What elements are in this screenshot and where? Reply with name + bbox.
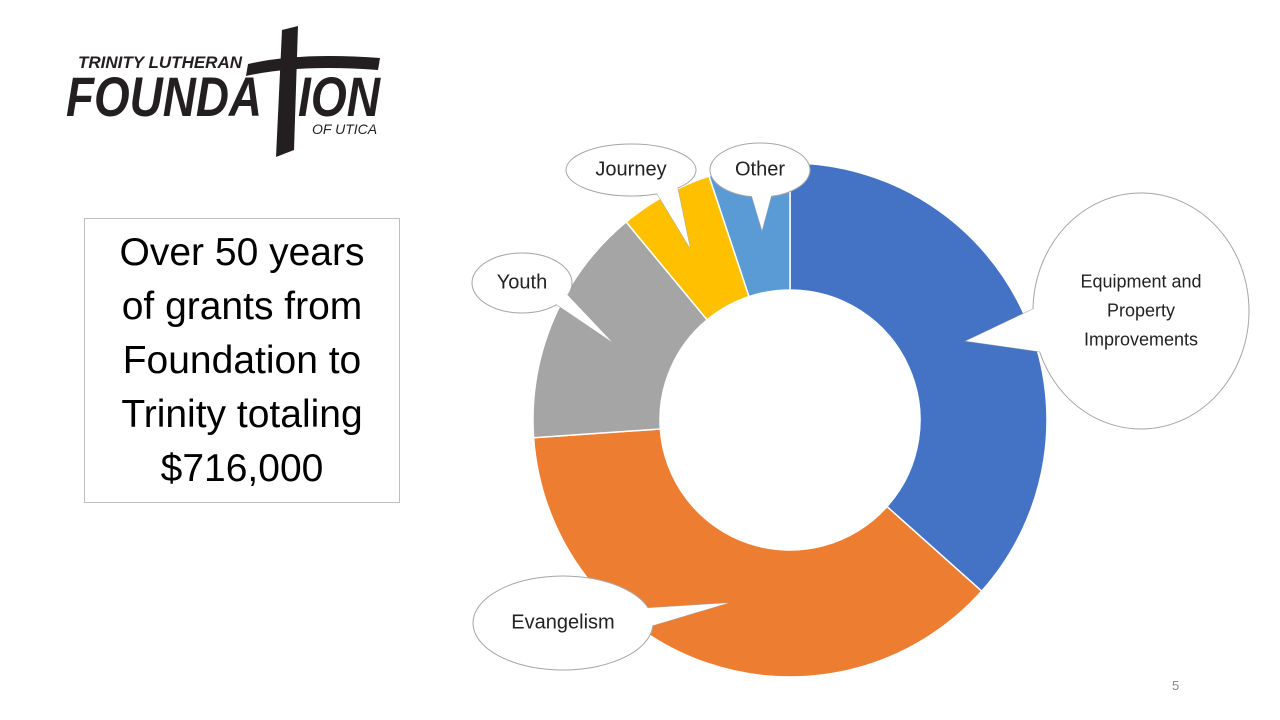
text-line: Foundation to	[122, 338, 362, 382]
text-box: Over 50 years of grants from Foundation …	[84, 218, 400, 503]
callouts	[471, 142, 1250, 671]
logo-top: TRINITY LUTHERAN	[78, 53, 243, 72]
callout-join	[656, 185, 690, 248]
callout-bubble	[565, 143, 697, 197]
callout-join	[554, 292, 612, 342]
text-line: of grants from	[121, 284, 363, 328]
logo: TRINITY LUTHERAN FOUNDA ION OF UTICA	[66, 26, 381, 157]
callout-label: Youth	[496, 271, 548, 294]
text-line: $716,000	[160, 446, 324, 490]
callout-label: Other	[734, 158, 786, 181]
callout-join	[751, 194, 772, 230]
text-line: Over 50 years	[119, 230, 365, 274]
logo-cross	[276, 26, 298, 157]
logo-right: ION	[298, 65, 381, 128]
callout-label: Equipment and Property Improvements	[1080, 271, 1202, 350]
page-number: 5	[1172, 678, 1180, 693]
callout-bubble	[471, 252, 573, 314]
logo-left: FOUNDA	[66, 65, 262, 128]
callout-join	[641, 603, 728, 628]
logo-crossbar	[246, 56, 380, 76]
text-line: Trinity totaling	[121, 392, 363, 436]
callout-join	[966, 305, 1049, 353]
logo-bottom: OF UTICA	[312, 121, 377, 137]
donut-segment	[789, 162, 1048, 593]
callout-label: Journey	[595, 158, 667, 181]
donut-segment	[532, 220, 709, 439]
callout-label: Evangelism	[511, 611, 615, 634]
